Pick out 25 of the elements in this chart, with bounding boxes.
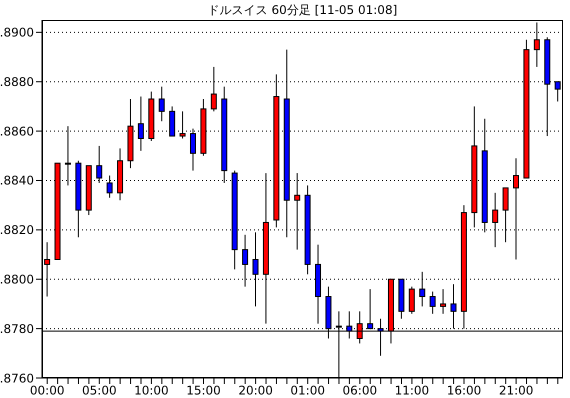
- y-tick-label: .8840: [0, 174, 34, 188]
- chart-title: ドルスイス 60分足 [11-05 01:08]: [206, 2, 398, 19]
- x-tick-label: 10:00: [134, 384, 169, 398]
- candlestick: [180, 110, 186, 140]
- x-tick-label: 16:00: [446, 384, 482, 398]
- x-tick-label: 20:00: [238, 384, 273, 398]
- y-tick-label: .8760: [0, 371, 34, 386]
- x-tick-label: 15:00: [186, 384, 221, 398]
- y-tick-label: .8780: [0, 322, 34, 336]
- y-tick-label: .8820: [0, 223, 34, 238]
- y-tick-label: .8900: [0, 26, 34, 40]
- x-tick-label: 01:00: [290, 384, 326, 398]
- y-tick-label: .8860: [0, 124, 34, 138]
- candlestick: [408, 286, 415, 314]
- x-tick-label: 00:00: [30, 384, 65, 398]
- y-tick-label: .8800: [0, 272, 34, 286]
- x-tick-label: 21:00: [498, 384, 534, 398]
- candlestick: [158, 86, 165, 122]
- y-tick-label: .8880: [0, 74, 34, 89]
- candlestick: [138, 96, 144, 152]
- x-tick-label: 05:00: [82, 384, 117, 398]
- x-tick-label: 11:00: [394, 384, 430, 398]
- candlestick: [430, 291, 436, 314]
- x-tick-label: 06:00: [342, 384, 378, 398]
- candlestick: [440, 288, 446, 314]
